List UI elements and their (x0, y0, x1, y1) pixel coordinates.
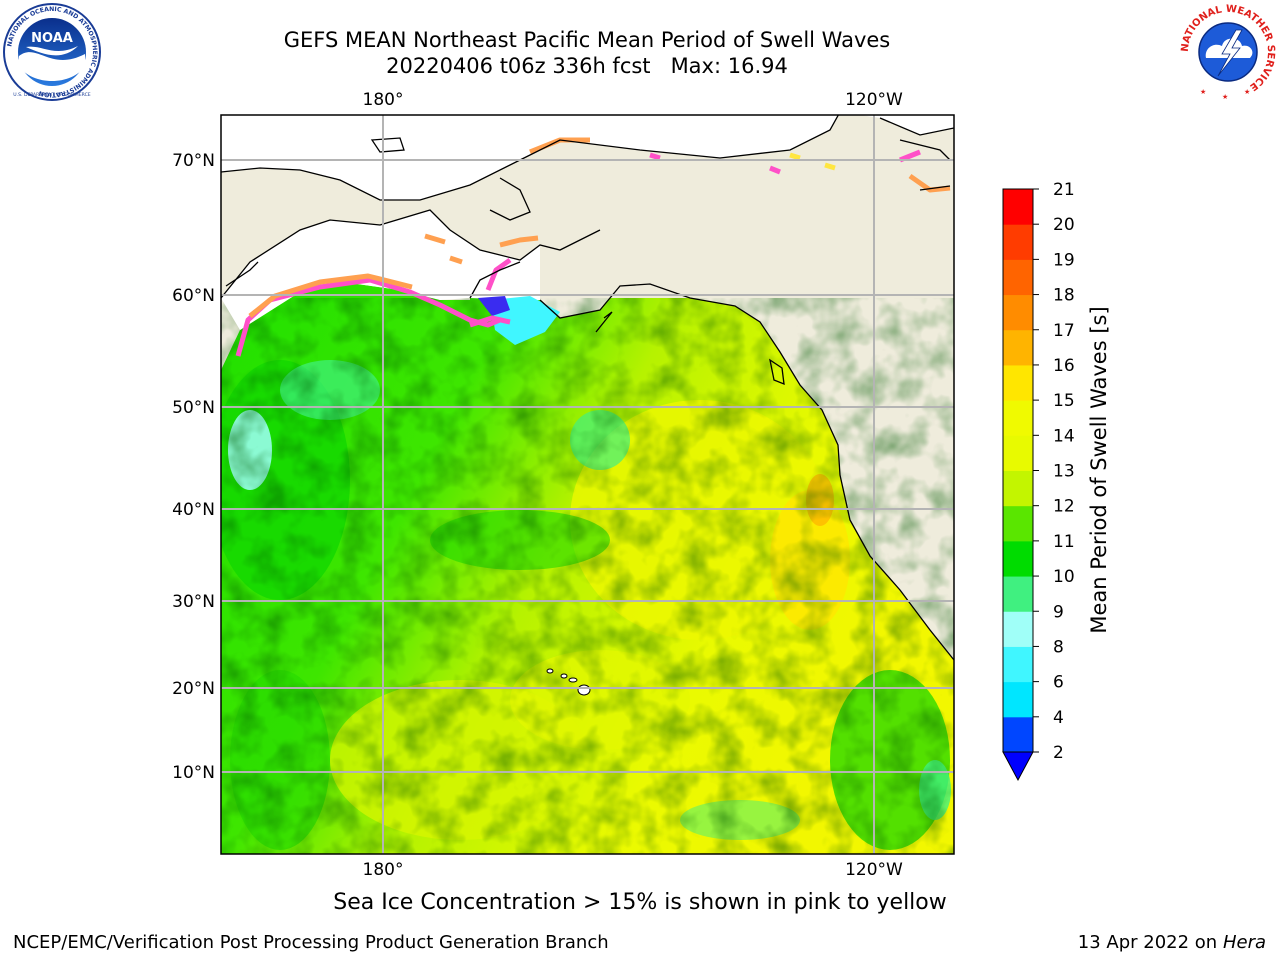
colorbar-label: Mean Period of Swell Waves [s] (1087, 306, 1111, 633)
colorbar-tick-label: 9 (1053, 602, 1064, 622)
colorbar-tick-label: 15 (1053, 391, 1075, 411)
colorbar-swatch (1003, 505, 1033, 542)
colorbar-tick-label: 14 (1053, 426, 1075, 446)
colorbar-swatch (1003, 435, 1033, 471)
colorbar-swatch (1003, 224, 1033, 260)
footer-date: 13 Apr 2022 on Hera (1078, 932, 1266, 953)
colorbar-swatch (1003, 364, 1033, 401)
colorbar-tick-label: 12 (1053, 497, 1075, 517)
colorbar-swatch (1003, 576, 1033, 612)
noaa-bottom-text: U.S. DEPARTMENT OF COMMERCE (13, 92, 90, 98)
arctic-no-data (221, 115, 954, 200)
footer-credit: NCEP/EMC/Verification Post Processing Pr… (13, 932, 609, 953)
colorbar: 2 4 6 8 9 10 11 12 13 14 15 16 17 18 19 20 21 (1002, 180, 1075, 782)
coastlines (221, 115, 954, 661)
colorbar-swatch (1003, 470, 1033, 507)
colorbar-tick-label: 16 (1053, 356, 1075, 376)
y-tick-label: 40°N (172, 500, 215, 520)
colorbar-swatch (1003, 400, 1033, 436)
colorbar-tick-label: 18 (1053, 286, 1075, 306)
colorbar-tick-label: 13 (1053, 462, 1075, 482)
colorbar-swatch (1003, 681, 1033, 718)
map-area (221, 115, 954, 854)
x-tick-label-bottom: 180° (363, 860, 404, 880)
svg-text:★: ★ (1200, 88, 1206, 96)
ocean-texture (221, 298, 954, 854)
y-tick-label: 60°N (172, 286, 215, 306)
y-tick-label: 30°N (172, 592, 215, 612)
colorbar-swatch (1003, 540, 1033, 577)
footer-host: Hera (1222, 932, 1266, 953)
x-tick-label-top: 120°W (845, 90, 903, 110)
noaa-wordmark: NOAA (31, 31, 73, 46)
map-frame (220, 114, 955, 855)
svg-text:★: ★ (1244, 88, 1250, 96)
y-tick-label: 10°N (172, 763, 215, 783)
gulf-blue-patch (478, 296, 510, 316)
colorbar-swatch (1003, 259, 1033, 296)
colorbar-tick-label: 8 (1053, 637, 1064, 657)
colorbar-extend-arrow (1002, 751, 1034, 782)
colorbar-tick-label: 21 (1053, 180, 1075, 200)
y-tick-label: 50°N (172, 398, 215, 418)
colorbar-swatch (1003, 611, 1033, 647)
axis-labels: 70°N 60°N 50°N 40°N 30°N 20°N 10°N 180° 120°W 180… (172, 90, 903, 880)
colorbar-tick-label: 11 (1053, 532, 1075, 552)
colorbar-tick-label: 4 (1053, 708, 1064, 728)
colorbar-tick-label: 20 (1053, 215, 1075, 235)
y-tick-label: 20°N (172, 679, 215, 699)
nws-logo: NATIONAL WEATHER SERVICE ★ ★ ★ (1180, 4, 1276, 101)
colorbar-swatch (1003, 294, 1033, 331)
colorbar-swatch (1003, 189, 1033, 225)
colorbar-tick-label: 19 (1053, 250, 1075, 270)
bering-sea-no-data (221, 210, 540, 330)
svg-text:★: ★ (1222, 93, 1228, 101)
colorbar-swatch (1003, 646, 1033, 683)
sea-ice-caption: Sea Ice Concentration > 15% is shown in … (333, 890, 947, 915)
colorbar-tick-label: 6 (1053, 673, 1064, 693)
colorbar-tick-label: 17 (1053, 321, 1075, 341)
colorbar-swatch (1003, 716, 1033, 753)
chart-subtitle: 20220406 t06z 336h fcst Max: 16.94 (386, 54, 788, 78)
chart-title: GEFS MEAN Northeast Pacific Mean Period … (283, 28, 891, 52)
gridlines (221, 115, 954, 854)
colorbar-tick-label: 2 (1053, 743, 1064, 763)
colorbar-tick-label: 10 (1053, 567, 1075, 587)
noaa-logo: NATIONAL OCEANIC AND ATMOSPHERIC ADMINIS… (3, 3, 101, 101)
x-tick-label-bottom: 120°W (845, 860, 903, 880)
colorbar-swatch (1003, 329, 1033, 366)
footer-date-text: 13 Apr 2022 on (1077, 932, 1223, 953)
y-tick-label: 70°N (172, 151, 215, 171)
x-tick-label-top: 180° (363, 90, 404, 110)
